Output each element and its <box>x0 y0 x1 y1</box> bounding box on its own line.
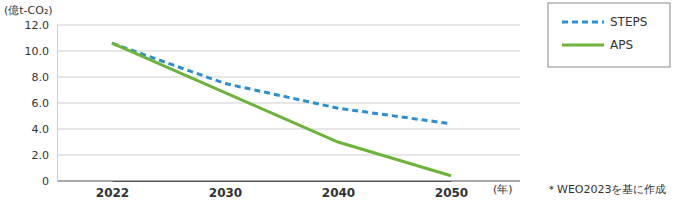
y-tick-label: 8.0 <box>32 71 50 84</box>
x-tick: 2022 <box>96 181 129 200</box>
x-tick-label: 2050 <box>435 186 468 200</box>
series-line <box>112 43 451 176</box>
chart: 0 2.0 4.0 6.0 8.0 10.0 12.0 2022 2030 2040 2050 (億t… <box>0 0 693 201</box>
x-tick-label: 2022 <box>96 186 129 200</box>
legend-label: STEPS <box>610 15 647 29</box>
y-tick-label: 10.0 <box>25 45 50 58</box>
y-tick-label: 6.0 <box>32 97 50 110</box>
x-axis: 2022 2030 2040 2050 <box>96 181 468 200</box>
y-tick: 10.0 <box>25 45 58 58</box>
x-tick: 2040 <box>322 181 355 200</box>
grid-line <box>57 155 520 156</box>
note: ＊WEO2023を基に作成 <box>546 183 666 196</box>
legend-swatch <box>562 21 604 24</box>
grid-line <box>57 77 520 78</box>
y-tick: 6.0 <box>32 97 58 110</box>
grid-line <box>57 25 520 26</box>
grid <box>57 25 520 181</box>
y-axis: 0 2.0 4.0 6.0 8.0 10.0 12.0 <box>25 19 58 188</box>
y-tick: 8.0 <box>32 71 58 84</box>
series-line <box>112 43 451 124</box>
x-axis-title: (年) <box>493 183 513 196</box>
grid-line <box>57 103 520 104</box>
x-tick: 2030 <box>209 181 242 200</box>
y-tick: 4.0 <box>32 123 58 136</box>
y-axis-line <box>57 26 58 182</box>
grid-line <box>57 129 520 130</box>
y-tick-label: 12.0 <box>25 19 50 32</box>
legend-box <box>548 3 670 67</box>
legend-swatch <box>562 44 604 47</box>
grid-line <box>57 181 520 182</box>
legend: STEPS APS <box>548 3 670 67</box>
plot-area <box>112 43 451 176</box>
y-tick-label: 4.0 <box>32 123 50 136</box>
y-tick: 2.0 <box>32 149 58 162</box>
legend-label: APS <box>610 38 633 52</box>
y-tick-label: 0 <box>42 175 49 188</box>
x-tick-label: 2030 <box>209 186 242 200</box>
x-axis-line <box>113 181 452 182</box>
y-tick: 12.0 <box>25 19 58 32</box>
x-tick-label: 2040 <box>322 186 355 200</box>
x-tick: 2050 <box>435 181 468 200</box>
y-axis-title: (億t-CO₂) <box>4 4 53 17</box>
y-tick: 0 <box>42 175 57 188</box>
y-tick-label: 2.0 <box>32 149 50 162</box>
